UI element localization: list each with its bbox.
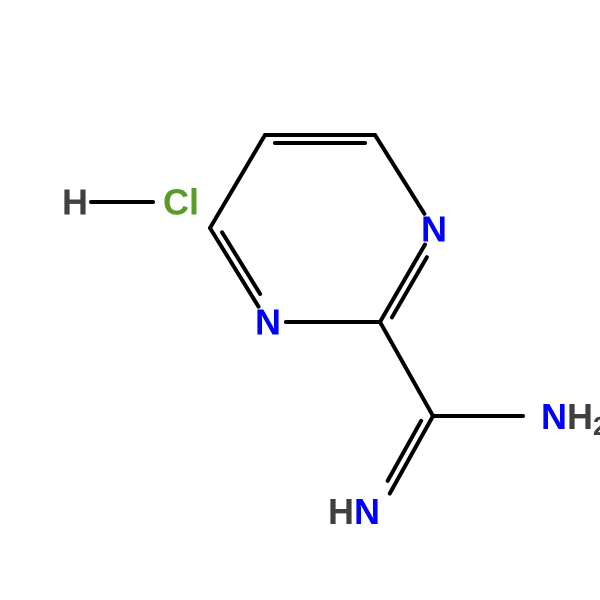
bond	[222, 232, 260, 294]
bond	[380, 245, 425, 322]
atom-cl1: Cl	[163, 182, 199, 223]
atom-n4: HN	[328, 491, 380, 532]
bond	[210, 228, 259, 307]
atom-n1: N	[421, 209, 447, 250]
bond	[380, 322, 433, 416]
atom-h1: H	[62, 182, 88, 223]
molecule-diagram: H Cl N N NH2 HN	[0, 0, 600, 600]
bond	[210, 135, 265, 228]
atom-n3: NH2	[541, 396, 600, 442]
bond	[392, 257, 427, 317]
bond	[388, 421, 422, 481]
bond	[375, 135, 424, 214]
bond	[390, 416, 433, 494]
atom-n2: N	[255, 302, 281, 343]
